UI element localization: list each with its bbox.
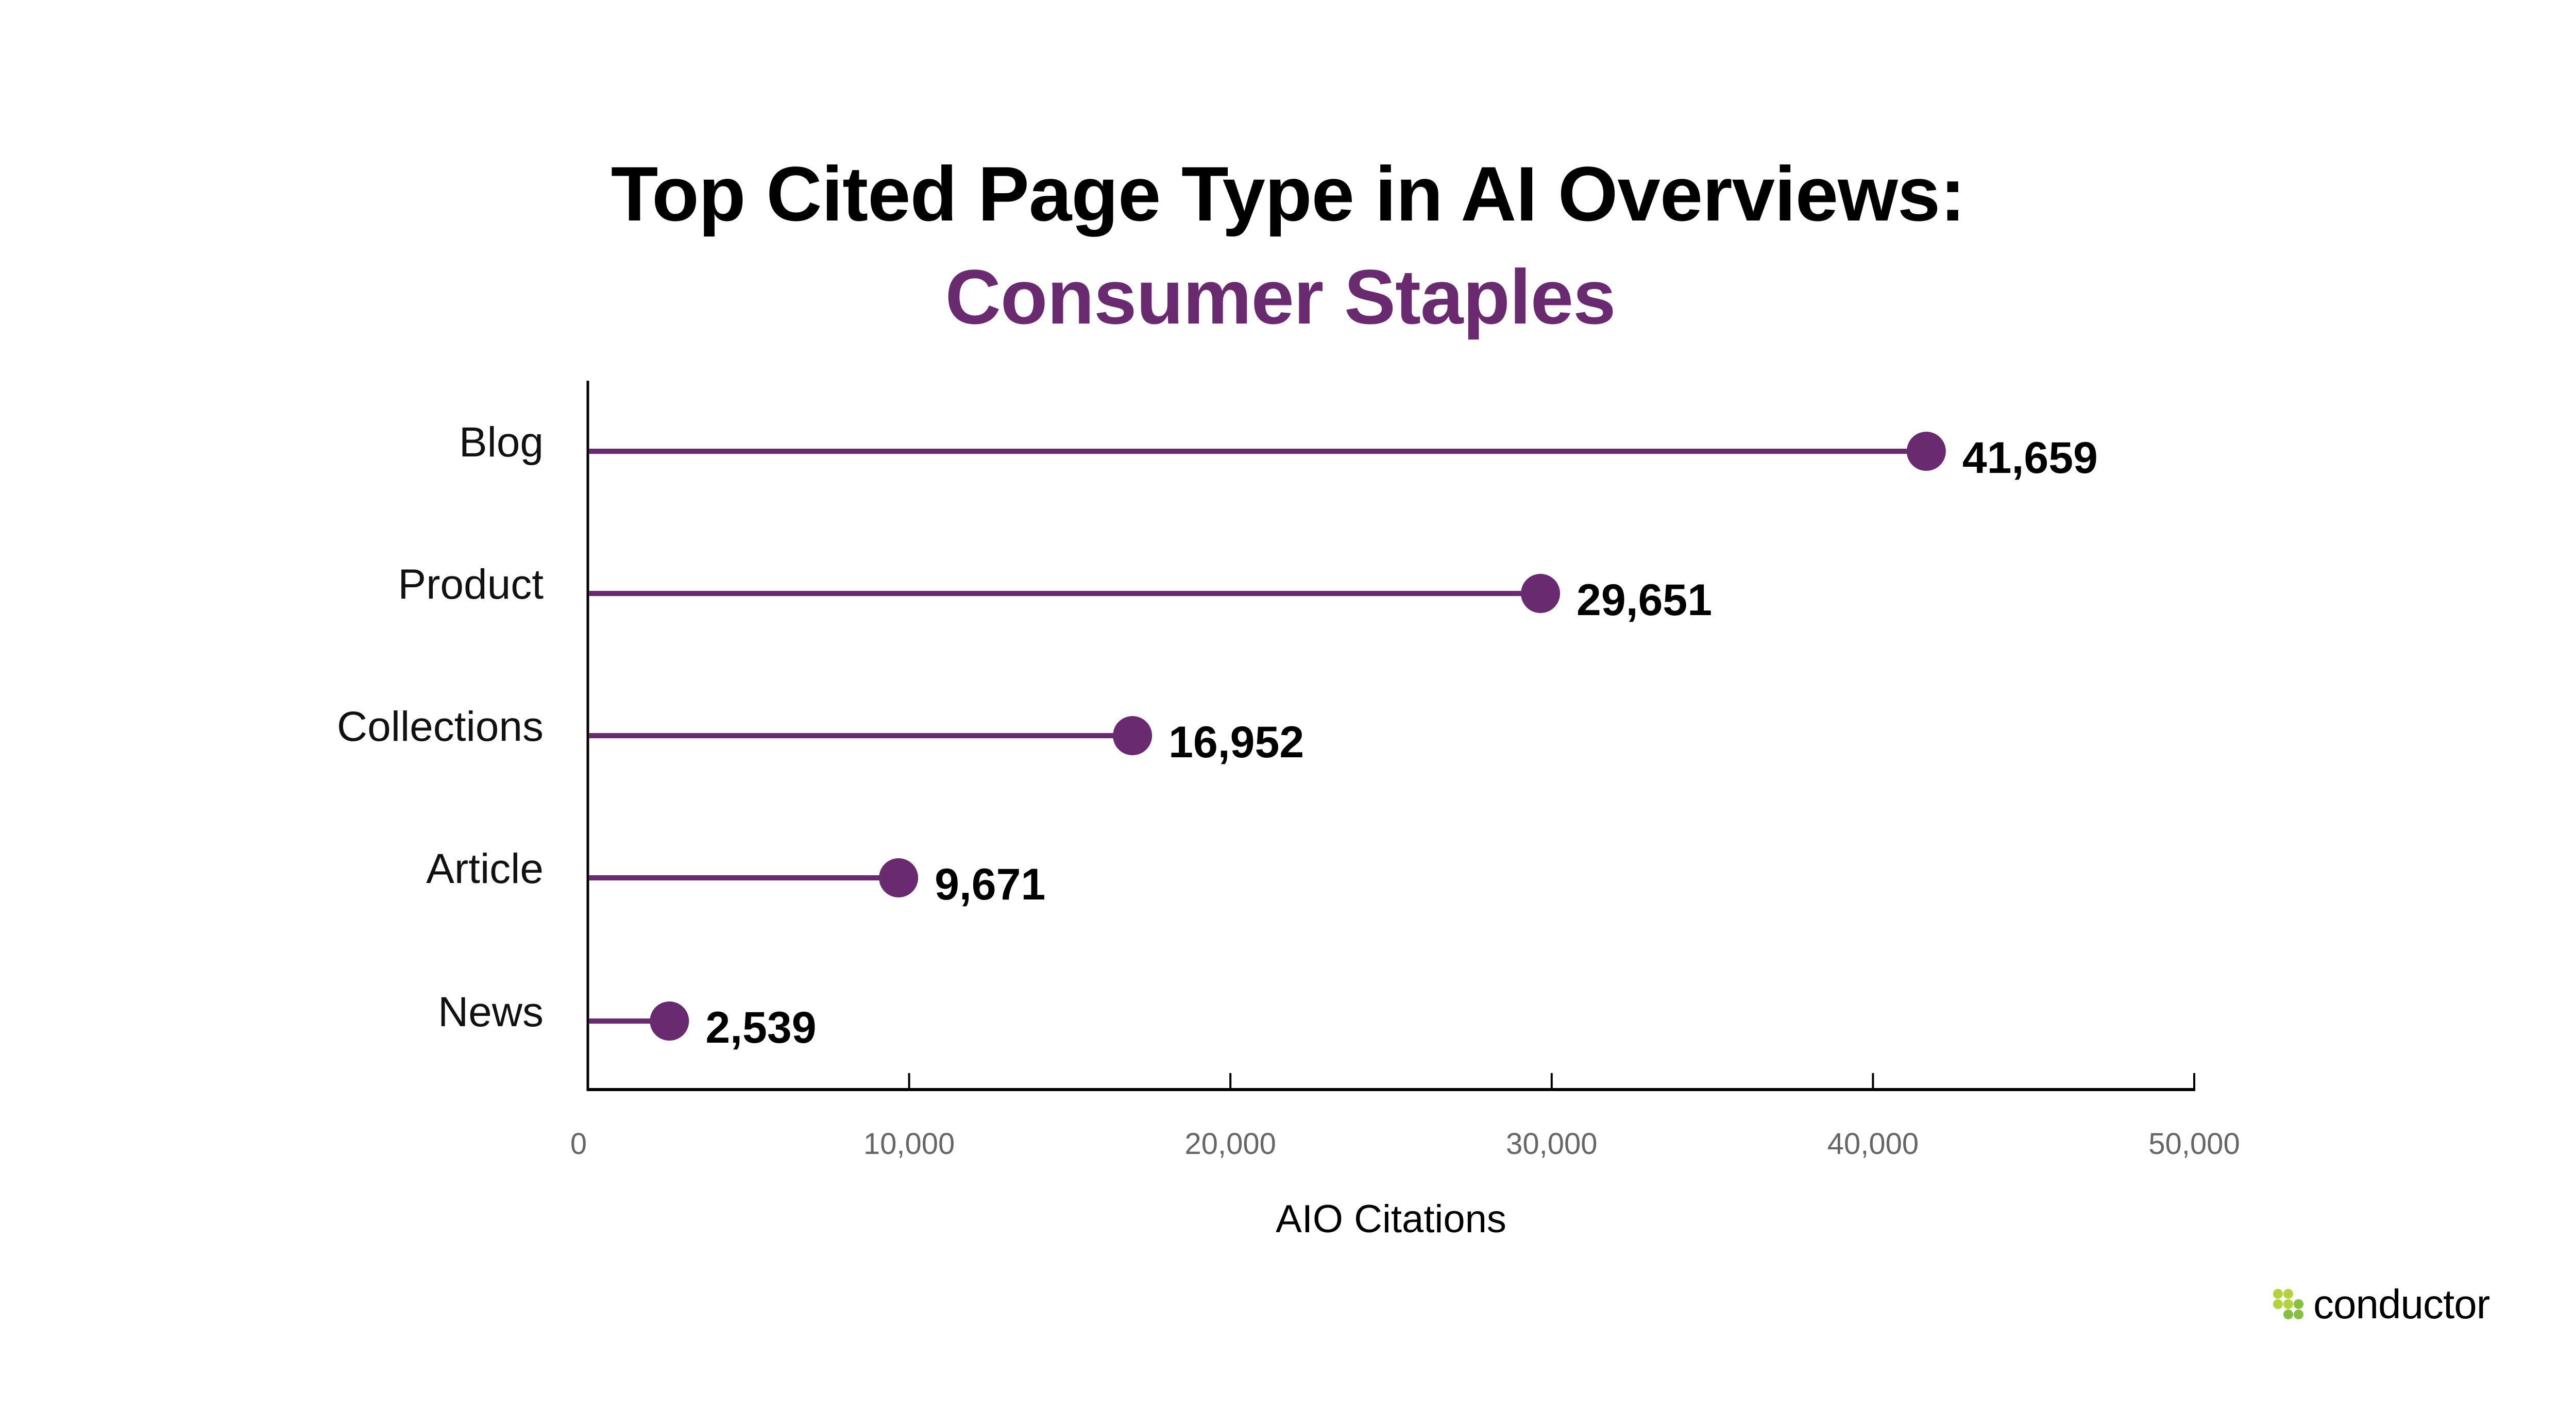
chart-subtitle: Consumer Staples <box>945 253 1616 340</box>
x-axis-title: AIO Citations <box>1276 1197 1506 1241</box>
logo-dot <box>2294 1310 2303 1319</box>
category-label: Collections <box>337 703 544 750</box>
conductor-logo: conductor <box>2273 1281 2490 1327</box>
x-tick-label: 10,000 <box>863 1127 955 1161</box>
logo-text: conductor <box>2313 1281 2490 1327</box>
logo-dot <box>2283 1289 2293 1299</box>
logo-dot <box>2294 1299 2303 1309</box>
chart-series <box>589 432 1946 1041</box>
x-tick-label: 50,000 <box>2148 1127 2240 1161</box>
x-tick-label: 20,000 <box>1184 1127 1276 1161</box>
lollipop-dot <box>1113 716 1153 755</box>
category-label: Blog <box>459 419 544 466</box>
logo-dot <box>2283 1299 2293 1309</box>
chart-axes <box>586 381 2195 1091</box>
chart-labels: 0 10,000 20,000 30,000 40,000 50,000 AIO Citat… <box>337 419 2240 1241</box>
value-label: 9,671 <box>935 860 1045 909</box>
x-tick-label: 40,000 <box>1827 1127 1919 1161</box>
value-label: 41,659 <box>1962 433 2098 483</box>
x-tick-label: 30,000 <box>1506 1127 1597 1161</box>
chart-title: Top Cited Page Type in AI Overviews: <box>611 150 1965 237</box>
x-tick-label: 0 <box>570 1127 587 1161</box>
logo-dot <box>2273 1299 2283 1309</box>
category-label: Product <box>398 561 544 608</box>
value-label: 29,651 <box>1577 575 1712 625</box>
lollipop-dot <box>879 858 919 897</box>
value-label: 2,539 <box>705 1003 816 1052</box>
logo-dot <box>2273 1289 2283 1299</box>
dots-grid-icon <box>2273 1289 2306 1320</box>
logo-dot <box>2283 1310 2293 1319</box>
lollipop-dot <box>1906 432 1946 471</box>
lollipop-dot <box>1521 574 1561 613</box>
category-label: Article <box>426 845 544 892</box>
lollipop-dot <box>650 1001 689 1041</box>
category-label: News <box>438 989 544 1035</box>
value-label: 16,952 <box>1168 718 1304 767</box>
